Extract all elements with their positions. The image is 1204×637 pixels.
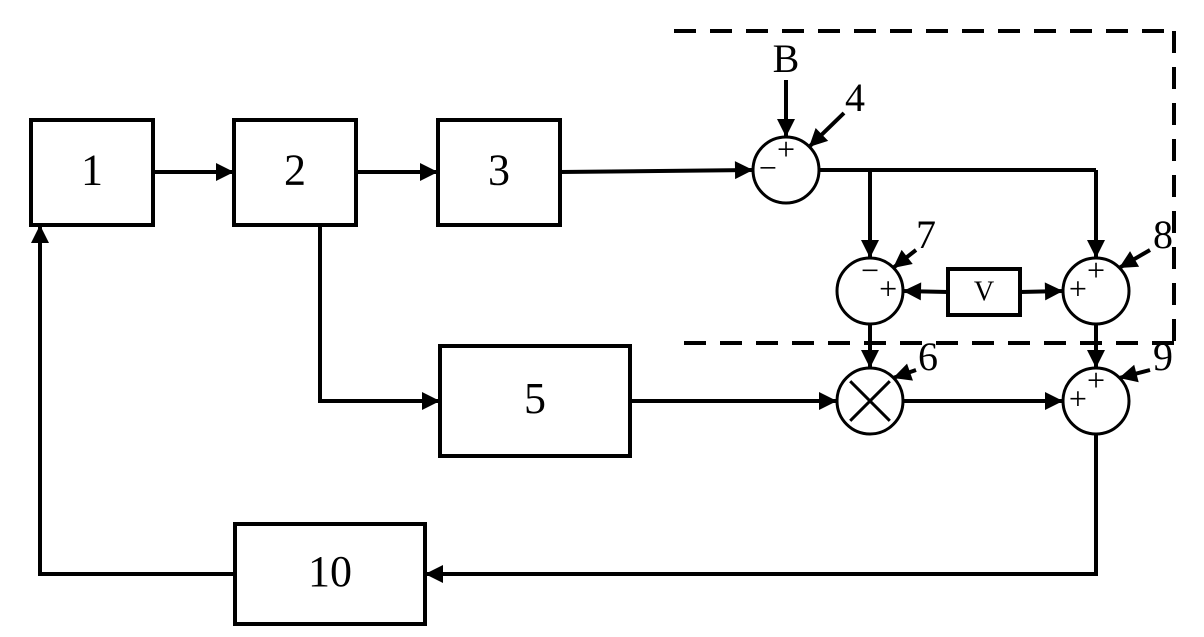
arrow-head [31, 225, 49, 243]
node-s9-sign-top: + [1087, 362, 1105, 398]
arrow-head [861, 350, 879, 368]
arrow-head [420, 163, 438, 181]
arrow-head [903, 282, 921, 300]
label-l7: 7 [916, 212, 936, 257]
label-l6: 6 [918, 334, 938, 379]
block-label-bv: V [974, 276, 995, 307]
node-s8-sign-left: + [1069, 270, 1087, 306]
block-label-b1: 1 [81, 146, 103, 195]
label-l4: 4 [845, 75, 865, 120]
node-s9-sign-left: + [1069, 380, 1087, 416]
arrow-head [1045, 392, 1063, 410]
b3-to-s4 [560, 170, 753, 172]
arrow-head [1045, 282, 1063, 300]
arrow-head [819, 392, 837, 410]
arrow-head [893, 364, 913, 381]
arrow-head [422, 392, 440, 410]
arrow-head [425, 565, 443, 583]
arrow-head [216, 163, 234, 181]
label-B: B [773, 36, 800, 81]
block-label-b5: 5 [524, 374, 546, 423]
node-s7-sign-right: + [879, 270, 897, 306]
node-s8-sign-top: + [1087, 252, 1105, 288]
node-s4-sign-top: + [777, 131, 795, 167]
block-label-b3: 3 [488, 146, 510, 195]
block-label-b2: 2 [284, 146, 306, 195]
block-label-b10: 10 [308, 547, 352, 596]
b10-to-b1 [40, 225, 235, 574]
arrow-head [735, 161, 753, 179]
label-l9: 9 [1153, 334, 1173, 379]
node-s7-sign-top: − [861, 252, 879, 288]
label-l8: 8 [1153, 212, 1173, 257]
node-s4-sign-left: − [759, 149, 777, 185]
